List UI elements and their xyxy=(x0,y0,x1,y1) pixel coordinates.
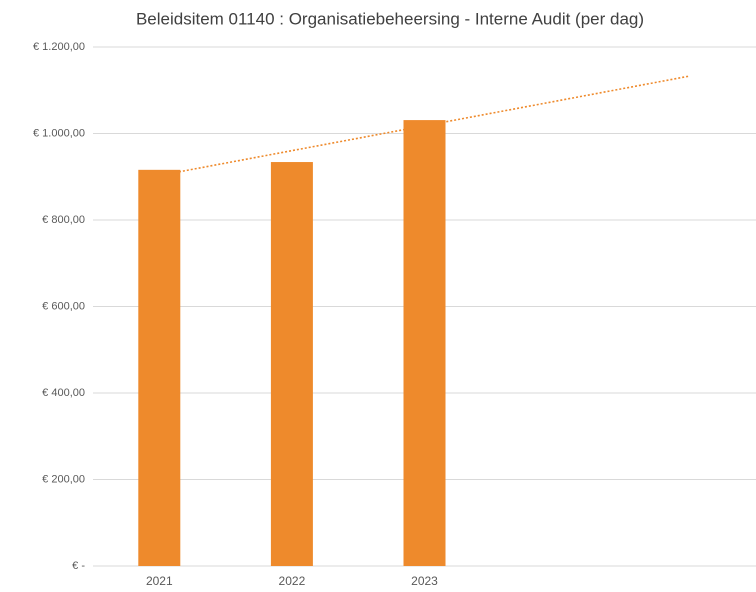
bar xyxy=(403,120,446,566)
y-tick-label: € 800,00 xyxy=(42,214,85,226)
y-tick-label: € 200,00 xyxy=(42,473,85,485)
bar xyxy=(270,162,313,567)
x-tick-label: 2021 xyxy=(146,574,173,588)
y-tick-label: € - xyxy=(72,560,85,572)
y-tick-label: € 1.200,00 xyxy=(33,41,85,53)
x-tick-label: 2023 xyxy=(411,574,438,588)
chart-title: Beleidsitem 01140 : Organisatiebeheersin… xyxy=(136,9,644,28)
y-tick-label: € 600,00 xyxy=(42,300,85,312)
y-tick-label: € 1.000,00 xyxy=(33,127,85,139)
trendline xyxy=(159,75,690,177)
bar xyxy=(138,169,181,566)
y-tick-label: € 400,00 xyxy=(42,387,85,399)
x-tick-label: 2022 xyxy=(279,574,306,588)
